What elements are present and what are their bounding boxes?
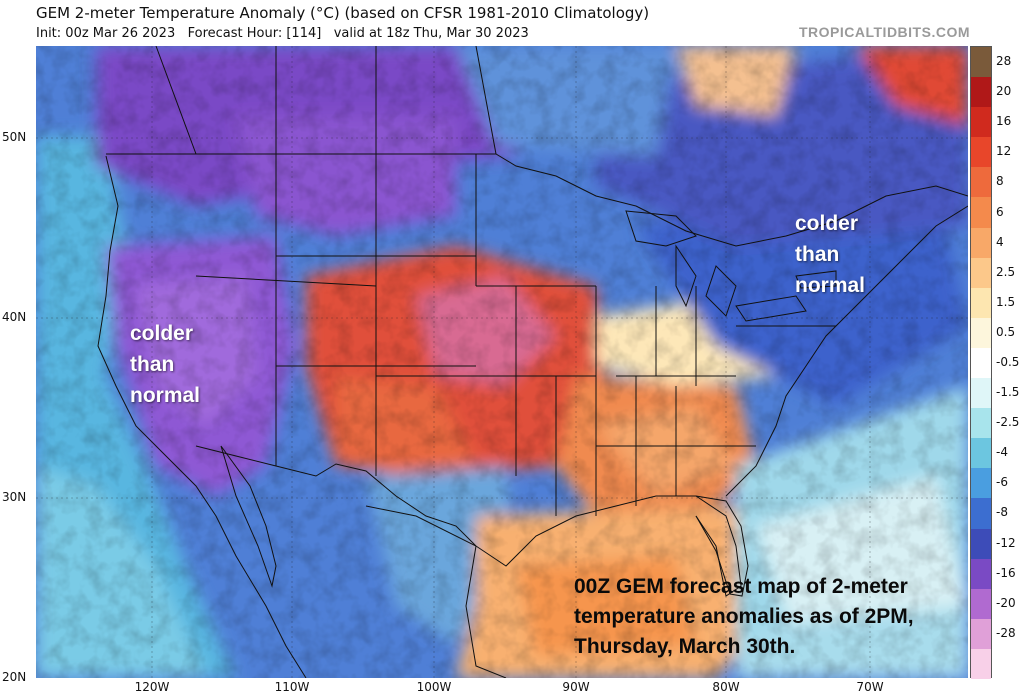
annotation-west-line: than: [130, 353, 175, 376]
lat-label-30n: 30N: [2, 490, 27, 504]
colorbar-label: -12: [996, 535, 1016, 550]
temperature-anomaly-map: [36, 46, 968, 678]
lon-label-120w: 120W: [134, 680, 170, 694]
colorbar-label: -28: [996, 625, 1016, 640]
map-caption: 00Z GEM forecast map of 2-meter temperat…: [574, 572, 914, 662]
lon-label-100w: 100W: [416, 680, 452, 694]
colorbar-segment: [971, 77, 991, 108]
colorbar-segment: [971, 287, 991, 319]
colorbar-segment: [971, 648, 991, 680]
map-graphics: [36, 46, 968, 678]
map-title: GEM 2-meter Temperature Anomaly (°C) (ba…: [36, 4, 650, 22]
colorbar-segment: [971, 317, 991, 349]
lon-label-110w: 110W: [274, 680, 310, 694]
colorbar-segment: [971, 468, 991, 499]
colorbar-label: -8: [996, 505, 1008, 520]
colorbar-segment: [971, 47, 991, 78]
colorbar-label: 1.5: [996, 294, 1016, 309]
colorbar-label: -4: [996, 445, 1008, 460]
colorbar-label: 16: [996, 114, 1012, 129]
annotation-west-line: colder: [130, 322, 194, 345]
annotation-east-line: than: [795, 243, 840, 266]
colorbar-label: 12: [996, 144, 1012, 159]
colorbar-label: -2.5: [996, 415, 1020, 430]
colorbar-segment: [971, 107, 991, 138]
colorbar-label: -1.5: [996, 385, 1020, 400]
annotation-west-line: normal: [130, 384, 201, 407]
caption-line: Thursday, March 30th.: [574, 635, 796, 658]
lon-label-80w: 80W: [712, 680, 740, 694]
annotation-west: colder than normal: [130, 318, 200, 411]
colorbar-segment: [971, 528, 991, 560]
lon-label-90w: 90W: [562, 680, 590, 694]
lat-label-50n: 50N: [2, 130, 27, 144]
site-brand[interactable]: TROPICALTIDBITS.COM: [798, 24, 970, 40]
colorbar-segment: [971, 197, 991, 229]
colorbar-segment: [971, 618, 991, 650]
colorbar-segment: [971, 408, 991, 439]
colorbar-label: 8: [996, 174, 1004, 189]
caption-line: 00Z GEM forecast map of 2-meter: [574, 575, 908, 598]
colorbar-segment: [971, 347, 991, 379]
colorbar-label: 6: [996, 204, 1004, 219]
graticule: [36, 46, 968, 678]
colorbar-label: 2.5: [996, 264, 1016, 279]
colorbar-segment: [971, 227, 991, 259]
colorbar-segment: [971, 378, 991, 409]
annotation-east-line: colder: [795, 212, 859, 235]
annotation-east: colder than normal: [795, 208, 865, 301]
colorbar-label: -20: [996, 595, 1016, 610]
political-boundaries: [97, 46, 968, 678]
colorbar-segment: [971, 137, 991, 168]
colorbar-label: -16: [996, 565, 1016, 580]
lat-label-20n: 20N: [2, 670, 27, 684]
lat-label-40n: 40N: [2, 310, 27, 324]
colorbar-label: 28: [996, 54, 1012, 69]
colorbar-segment: [971, 558, 991, 590]
colorbar-label: -6: [996, 475, 1008, 490]
colorbar-label: 4: [996, 234, 1004, 249]
colorbar-segment: [971, 167, 991, 198]
colorbar-segment: [971, 438, 991, 469]
colorbar-label: -0.5: [996, 355, 1020, 369]
colorbar-segment: [971, 588, 991, 620]
colorbar-label: 20: [996, 84, 1012, 99]
colorbar-segment: [971, 257, 991, 289]
map-subtitle: Init: 00z Mar 26 2023 Forecast Hour: [11…: [36, 26, 529, 41]
colorbar-label: 0.5: [996, 324, 1016, 339]
caption-line: temperature anomalies as of 2PM,: [574, 605, 914, 628]
annotation-east-line: normal: [795, 274, 866, 297]
colorbar: [970, 46, 992, 680]
colorbar-segment: [971, 498, 991, 530]
lon-label-70w: 70W: [856, 680, 884, 694]
